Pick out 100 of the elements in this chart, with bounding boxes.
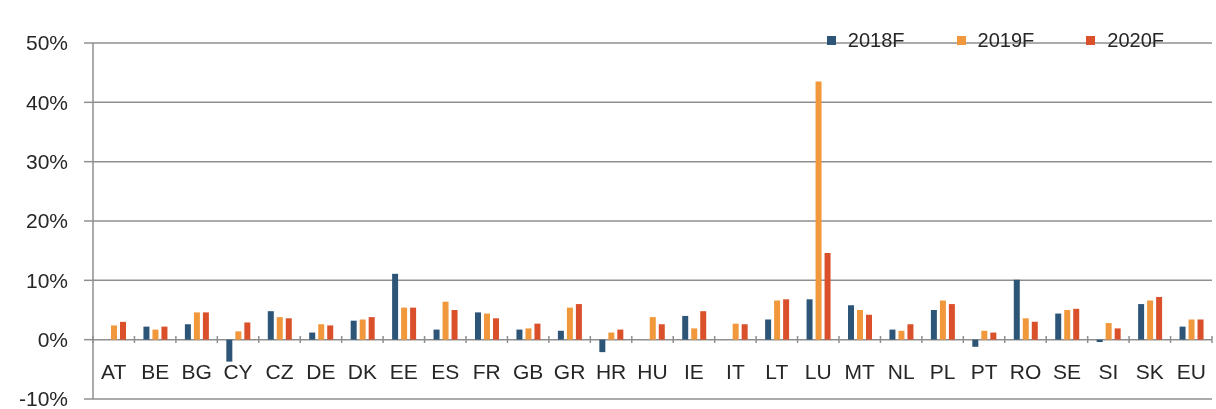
bar (566, 307, 573, 340)
bar (608, 332, 615, 340)
x-tick-label: GB (512, 359, 544, 383)
x-tick-label: IE (684, 359, 704, 383)
x-tick-label: SE (1052, 359, 1081, 383)
bar (193, 312, 200, 340)
bar (1073, 308, 1080, 340)
bar (1064, 310, 1071, 340)
legend-label: 2019F (977, 29, 1035, 51)
bar (866, 314, 872, 340)
bar (682, 315, 689, 340)
bar (765, 319, 772, 340)
bar (493, 318, 499, 340)
bar (475, 312, 481, 340)
y-tick-label: 0% (37, 328, 68, 352)
bar (143, 326, 150, 340)
x-tick-label: DK (347, 359, 377, 383)
bar (1197, 319, 1204, 340)
x-tick-label: GR (553, 359, 586, 383)
bar (1114, 328, 1121, 340)
bar (1022, 318, 1029, 340)
bar (111, 325, 117, 340)
bar (235, 331, 242, 340)
bar (120, 321, 126, 340)
y-tick-label: 40% (25, 90, 68, 114)
bar (990, 332, 997, 340)
bar (318, 324, 325, 340)
legend-label: 2018F (847, 29, 905, 51)
legend-label: 2020F (1107, 29, 1164, 51)
bar (948, 304, 955, 340)
x-tick-label: CY (223, 359, 253, 383)
x-tick-label: SI (1098, 359, 1119, 383)
y-tick-label: 20% (25, 209, 68, 233)
x-tick-label: BE (141, 359, 170, 383)
bar (1055, 313, 1062, 340)
bar (1147, 300, 1154, 340)
bar (410, 307, 417, 340)
bar (525, 328, 532, 340)
bar (534, 323, 541, 340)
x-tick-label: CZ (265, 359, 294, 383)
x-tick-label: SK (1135, 359, 1164, 383)
bar (1156, 296, 1163, 340)
x-tick-label: HU (637, 359, 668, 383)
bar (1188, 319, 1195, 340)
x-tick-label: EU (1176, 359, 1206, 383)
bar (700, 311, 707, 340)
bar (732, 323, 739, 340)
y-tick-label: -10% (18, 387, 68, 409)
bar (1105, 323, 1112, 340)
bar (350, 320, 357, 340)
x-tick-label: LT (765, 359, 789, 383)
bar (691, 328, 698, 340)
bar (267, 311, 274, 340)
bar (368, 317, 375, 340)
bar (649, 317, 656, 340)
bar (972, 339, 979, 347)
x-tick-label: LU (804, 359, 832, 383)
bar (202, 312, 209, 340)
x-tick-label: PL (929, 359, 956, 383)
bar (658, 324, 665, 340)
x-tick-label: PT (970, 359, 998, 383)
bar (401, 307, 408, 340)
bar (898, 330, 905, 340)
bar (161, 326, 168, 340)
bar (451, 310, 458, 340)
x-tick-label: FR (472, 359, 501, 383)
bar (907, 324, 914, 340)
y-tick-label: 50% (25, 31, 68, 55)
bar (981, 330, 988, 340)
bar (939, 300, 946, 340)
x-tick-label: DE (306, 359, 336, 383)
bar (557, 330, 564, 340)
y-tick-label: 30% (25, 150, 68, 174)
bar (442, 301, 449, 340)
x-tick-label: AT (101, 359, 127, 383)
bar (359, 319, 366, 340)
bar (244, 322, 251, 340)
x-tick-label: MT (844, 359, 876, 383)
bar (1031, 321, 1038, 340)
bar (783, 299, 790, 340)
bar (774, 300, 781, 340)
bar (285, 318, 292, 340)
bar (309, 332, 316, 340)
x-tick-label: IT (726, 359, 745, 383)
bar (930, 310, 937, 340)
bar (824, 253, 831, 340)
bar (184, 324, 191, 340)
bar (599, 339, 606, 353)
bar (516, 329, 523, 340)
bar (617, 329, 624, 340)
bar (575, 304, 582, 340)
bar (815, 81, 822, 340)
x-tick-label: ES (431, 359, 460, 383)
bar (484, 313, 490, 340)
bar (806, 299, 813, 340)
bar (226, 339, 233, 362)
bar (889, 329, 896, 340)
bar (433, 329, 440, 340)
bar (1179, 326, 1186, 340)
x-tick-label: RO (1009, 359, 1042, 383)
